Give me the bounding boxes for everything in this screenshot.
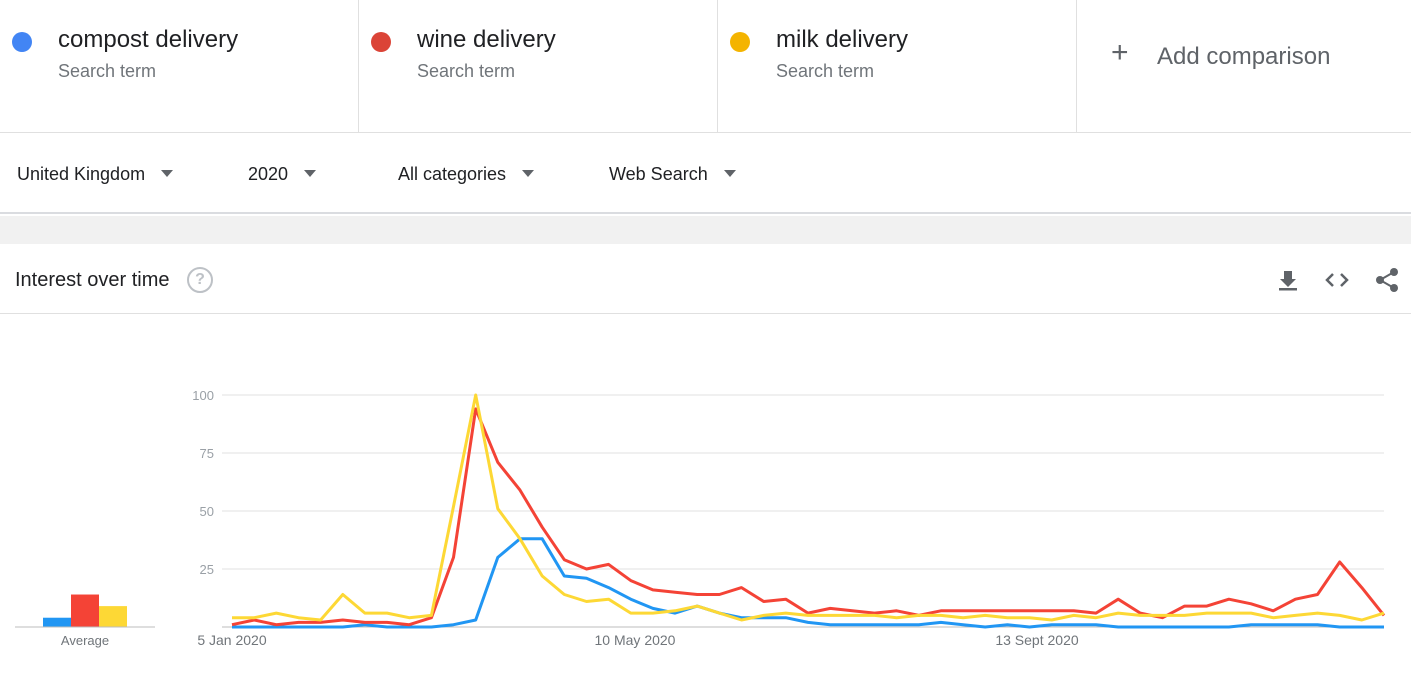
plus-icon: +	[1111, 36, 1129, 69]
chevron-down-icon	[161, 169, 174, 177]
y-tick-label: 75	[200, 446, 214, 461]
term-type: Search term	[417, 61, 516, 81]
category-value: All categories	[398, 164, 507, 184]
card-title: Interest over time	[15, 269, 170, 291]
chevron-down-icon	[522, 169, 535, 177]
help-icon[interactable]: ?	[187, 267, 213, 293]
year-dropdown[interactable]: 2020	[248, 164, 317, 185]
year-value: 2020	[248, 164, 289, 184]
interest-chart: Average 100 75 50 25 5 Jan 2020 10 May 2020 1…	[15, 388, 1386, 648]
term-compost-delivery[interactable]: compost delivery Search term	[0, 0, 359, 133]
average-bar-milk-delivery	[99, 606, 127, 627]
average-label: Average	[61, 633, 109, 648]
share-icon[interactable]	[1373, 266, 1401, 294]
region-dropdown[interactable]: United Kingdom	[17, 164, 174, 185]
add-comparison-label: Add comparison	[1157, 43, 1331, 70]
add-comparison-button[interactable]: + Add comparison	[1077, 0, 1411, 132]
chart-grid: 100 75 50 25	[192, 388, 1384, 628]
region-value: United Kingdom	[17, 164, 146, 184]
term-type: Search term	[776, 61, 875, 81]
search-type-value: Web Search	[609, 164, 708, 184]
average-bars: Average	[15, 594, 155, 648]
embed-icon[interactable]	[1323, 266, 1351, 294]
x-tick-label: 13 Sept 2020	[995, 632, 1079, 648]
x-tick-label: 10 May 2020	[595, 632, 676, 648]
series-color-dot	[371, 32, 391, 52]
chevron-down-icon	[304, 169, 317, 177]
term-type: Search term	[58, 61, 157, 81]
term-name[interactable]: compost delivery	[58, 26, 239, 53]
term-name[interactable]: milk delivery	[776, 26, 909, 53]
category-dropdown[interactable]: All categories	[398, 164, 535, 185]
download-icon[interactable]	[1274, 266, 1302, 294]
y-tick-label: 50	[200, 504, 214, 519]
interest-over-time-card: Interest over time ? Average 100 75 50 25 5…	[0, 244, 1411, 675]
series-line-wine-delivery	[231, 407, 1386, 627]
average-bar-wine-delivery	[71, 594, 99, 627]
section-divider	[0, 216, 1411, 244]
card-header: Interest over time ?	[0, 244, 1411, 314]
chart-lines	[231, 393, 1386, 629]
series-line-compost-delivery	[232, 537, 1384, 629]
series-color-dot	[730, 32, 750, 52]
filter-bar: United Kingdom 2020 All categories Web S…	[0, 134, 1411, 214]
y-tick-label: 25	[200, 562, 214, 577]
series-color-dot	[12, 32, 32, 52]
term-wine-delivery[interactable]: wine delivery Search term	[359, 0, 718, 133]
chevron-down-icon	[723, 169, 736, 177]
search-terms-bar: compost delivery Search term wine delive…	[0, 0, 1411, 133]
search-type-dropdown[interactable]: Web Search	[609, 164, 736, 185]
x-tick-label: 5 Jan 2020	[197, 632, 266, 648]
term-milk-delivery[interactable]: milk delivery Search term	[718, 0, 1077, 133]
y-tick-label: 100	[192, 388, 214, 403]
series-line-milk-delivery	[232, 393, 1385, 622]
average-bar-compost-delivery	[43, 617, 71, 627]
x-axis-labels: 5 Jan 2020 10 May 2020 13 Sept 2020	[197, 632, 1079, 648]
term-name[interactable]: wine delivery	[417, 26, 556, 53]
